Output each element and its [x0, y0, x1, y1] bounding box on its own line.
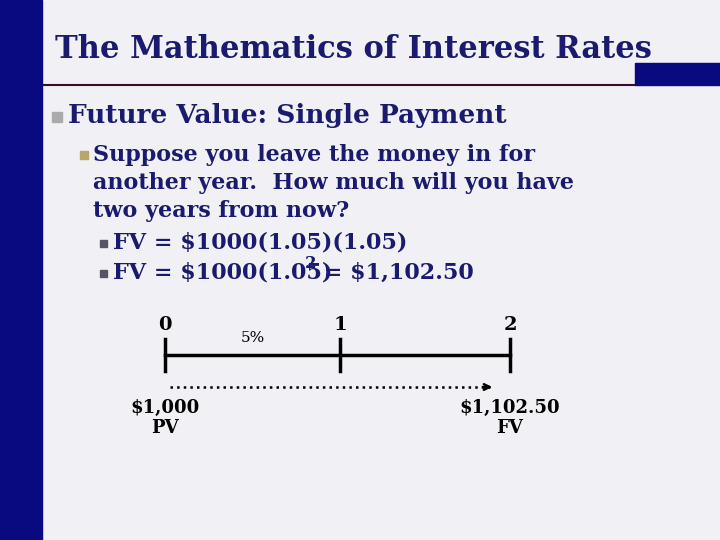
Text: another year.  How much will you have: another year. How much will you have: [93, 172, 574, 194]
Text: 0: 0: [158, 316, 172, 334]
Bar: [100, 240, 107, 247]
Text: = $1,102.50: = $1,102.50: [316, 262, 474, 284]
Text: 1: 1: [333, 316, 347, 334]
Text: $1,102.50: $1,102.50: [459, 399, 560, 417]
Text: FV = $1000(1.05): FV = $1000(1.05): [113, 262, 333, 284]
Text: 5%: 5%: [240, 331, 265, 345]
Text: FV: FV: [497, 419, 523, 437]
Text: PV: PV: [151, 419, 179, 437]
Text: The Mathematics of Interest Rates: The Mathematics of Interest Rates: [55, 35, 652, 65]
Text: Suppose you leave the money in for: Suppose you leave the money in for: [93, 144, 535, 166]
Text: 2: 2: [305, 254, 317, 272]
Bar: [100, 270, 107, 277]
Text: $1,000: $1,000: [130, 399, 199, 417]
Text: 2: 2: [503, 316, 517, 334]
Text: two years from now?: two years from now?: [93, 200, 349, 222]
Bar: [52, 112, 62, 122]
Text: Future Value: Single Payment: Future Value: Single Payment: [68, 104, 507, 129]
Bar: [0, 0, 42, 540]
Bar: [80, 151, 88, 159]
Text: FV = $1000(1.05)(1.05): FV = $1000(1.05)(1.05): [113, 232, 408, 254]
Bar: [635, 63, 720, 85]
